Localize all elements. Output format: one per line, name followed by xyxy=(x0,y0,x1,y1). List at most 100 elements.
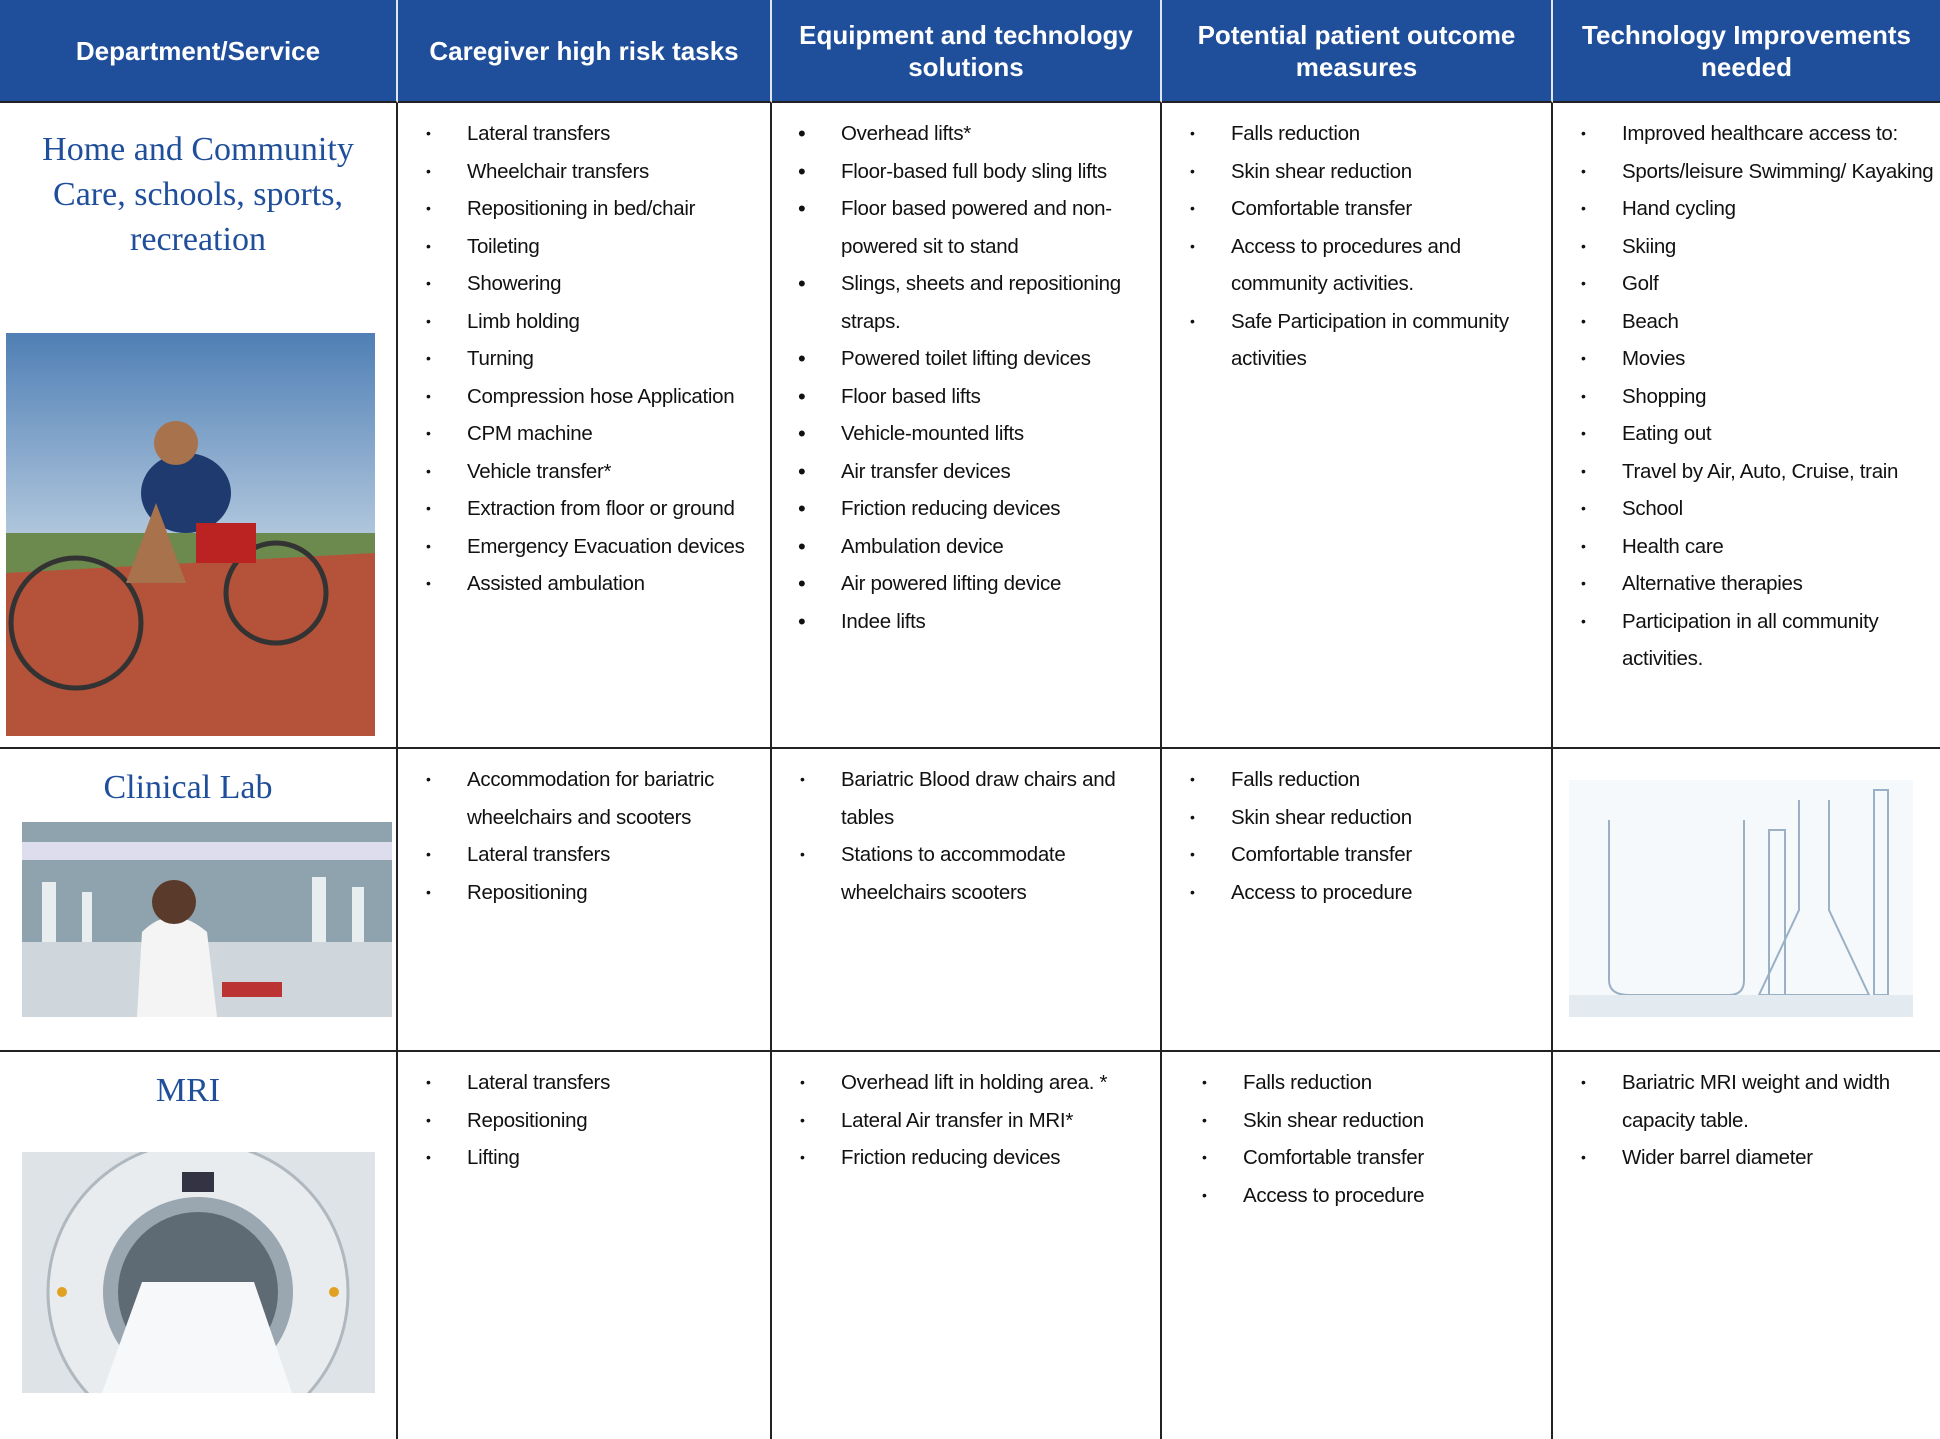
bullet-list: Accommodation for bariatric wheelchairs … xyxy=(398,749,770,911)
bullet-list: Bariatric Blood draw chairs and tablesSt… xyxy=(772,749,1160,911)
bullet-list: Lateral transfersWheelchair transfersRep… xyxy=(398,103,770,603)
bullet-list: Bariatric MRI weight and width capacity … xyxy=(1553,1052,1940,1177)
list-item: Extraction from floor or ground xyxy=(426,490,764,528)
list-cell: Overhead lifts*Floor-based full body sli… xyxy=(772,103,1162,749)
list-item: Skin shear reduction xyxy=(1190,799,1545,837)
header-cell: Technology Improvements needed xyxy=(1553,0,1940,103)
list-item: Compression hose Application xyxy=(426,378,764,416)
list-item: Assisted ambulation xyxy=(426,565,764,603)
list-item: Skin shear reduction xyxy=(1190,153,1545,191)
list-item: Lateral Air transfer in MRI* xyxy=(800,1102,1154,1140)
list-item: Air powered lifting device xyxy=(798,565,1154,603)
list-item: Indee lifts xyxy=(798,603,1154,641)
list-item: Overhead lifts* xyxy=(798,115,1154,153)
list-cell: Falls reductionSkin shear reductionComfo… xyxy=(1162,749,1553,1052)
list-item: School xyxy=(1581,490,1934,528)
department-name: Home and Community Care, schools, sports… xyxy=(42,131,354,258)
list-item: Floor based lifts xyxy=(798,378,1154,416)
list-item: Alternative therapies xyxy=(1581,565,1934,603)
list-item: Repositioning xyxy=(426,874,764,912)
header-cell: Potential patient outcome measures xyxy=(1162,0,1553,103)
list-item: Improved healthcare access to: xyxy=(1581,115,1934,153)
list-item: Shopping xyxy=(1581,378,1934,416)
list-item: Lateral transfers xyxy=(426,115,764,153)
list-item: Travel by Air, Auto, Cruise, train xyxy=(1581,453,1934,491)
list-item: Access to procedures and community activ… xyxy=(1190,228,1545,303)
list-item: Vehicle transfer* xyxy=(426,453,764,491)
list-item: Repositioning xyxy=(426,1102,764,1140)
list-cell: Overhead lift in holding area. *Lateral … xyxy=(772,1052,1162,1439)
bullet-list: Falls reductionSkin shear reductionComfo… xyxy=(1162,749,1551,911)
list-item: Repositioning in bed/chair xyxy=(426,190,764,228)
list-item: Toileting xyxy=(426,228,764,266)
department-cell: Home and Community Care, schools, sports… xyxy=(0,103,398,749)
list-item: Emergency Evacuation devices xyxy=(426,528,764,566)
list-item: Movies xyxy=(1581,340,1934,378)
list-item: Accommodation for bariatric wheelchairs … xyxy=(426,761,764,836)
list-item: Slings, sheets and repositioning straps. xyxy=(798,265,1154,340)
photo-glassware xyxy=(1569,780,1913,1017)
bullet-list: Overhead lift in holding area. *Lateral … xyxy=(772,1052,1160,1177)
list-cell: Lateral transfersRepositioningLifting xyxy=(398,1052,772,1439)
bullet-list: Falls reductionSkin shear reductionComfo… xyxy=(1162,103,1551,378)
list-item: Skiing xyxy=(1581,228,1934,266)
header-cell: Caregiver high risk tasks xyxy=(398,0,772,103)
list-item: Falls reduction xyxy=(1190,115,1545,153)
list-item: Golf xyxy=(1581,265,1934,303)
list-item: Turning xyxy=(426,340,764,378)
list-item: Hand cycling xyxy=(1581,190,1934,228)
list-item: Air transfer devices xyxy=(798,453,1154,491)
header-cell: Equipment and technology solutions xyxy=(772,0,1162,103)
photo-wheelchair-racer xyxy=(6,333,375,736)
bullet-list: Lateral transfersRepositioningLifting xyxy=(398,1052,770,1177)
bullet-list: Improved healthcare access to:Sports/lei… xyxy=(1553,103,1940,678)
list-item: Bariatric Blood draw chairs and tables xyxy=(800,761,1154,836)
list-cell: Bariatric Blood draw chairs and tablesSt… xyxy=(772,749,1162,1052)
list-cell xyxy=(1553,749,1940,1052)
department-cell: MRI xyxy=(0,1052,398,1439)
list-item: Skin shear reduction xyxy=(1202,1102,1545,1140)
header-cell: Department/Service xyxy=(0,0,398,103)
list-item: Lifting xyxy=(426,1139,764,1177)
list-item: Access to procedure xyxy=(1202,1177,1545,1215)
list-item: Showering xyxy=(426,265,764,303)
list-item: Friction reducing devices xyxy=(798,490,1154,528)
photo-mri xyxy=(22,1152,375,1393)
list-item: Beach xyxy=(1581,303,1934,341)
list-item: Lateral transfers xyxy=(426,836,764,874)
list-item: Access to procedure xyxy=(1190,874,1545,912)
list-item: Participation in all community activitie… xyxy=(1581,603,1934,678)
photo-clinical-lab xyxy=(22,822,392,1017)
list-item: Falls reduction xyxy=(1190,761,1545,799)
department-cell: Clinical Lab xyxy=(0,749,398,1052)
list-item: Limb holding xyxy=(426,303,764,341)
department-name: Clinical Lab xyxy=(103,769,273,806)
list-item: CPM machine xyxy=(426,415,764,453)
bullet-list xyxy=(1553,749,1940,761)
list-cell: Bariatric MRI weight and width capacity … xyxy=(1553,1052,1940,1439)
list-item: Floor-based full body sling lifts xyxy=(798,153,1154,191)
bullet-list: Falls reductionSkin shear reductionComfo… xyxy=(1162,1052,1551,1214)
list-item: Wheelchair transfers xyxy=(426,153,764,191)
list-item: Stations to accommodate wheelchairs scoo… xyxy=(800,836,1154,911)
list-item: Health care xyxy=(1581,528,1934,566)
list-cell: Falls reductionSkin shear reductionComfo… xyxy=(1162,1052,1553,1439)
list-item: Wider barrel diameter xyxy=(1581,1139,1934,1177)
list-item: Bariatric MRI weight and width capacity … xyxy=(1581,1064,1934,1139)
bullet-list: Overhead lifts*Floor-based full body sli… xyxy=(772,103,1160,640)
list-item: Eating out xyxy=(1581,415,1934,453)
list-item: Comfortable transfer xyxy=(1202,1139,1545,1177)
list-item: Falls reduction xyxy=(1202,1064,1545,1102)
list-item: Ambulation device xyxy=(798,528,1154,566)
list-item: Vehicle-mounted lifts xyxy=(798,415,1154,453)
list-item: Comfortable transfer xyxy=(1190,836,1545,874)
list-item: Lateral transfers xyxy=(426,1064,764,1102)
department-name: MRI xyxy=(155,1072,221,1109)
list-item: Safe Participation in community activiti… xyxy=(1190,303,1545,378)
list-item: Overhead lift in holding area. * xyxy=(800,1064,1154,1102)
list-item: Comfortable transfer xyxy=(1190,190,1545,228)
list-item: Floor based powered and non-powered sit … xyxy=(798,190,1154,265)
list-cell: Improved healthcare access to:Sports/lei… xyxy=(1553,103,1940,749)
list-item: Sports/leisure Swimming/ Kayaking xyxy=(1581,153,1934,191)
